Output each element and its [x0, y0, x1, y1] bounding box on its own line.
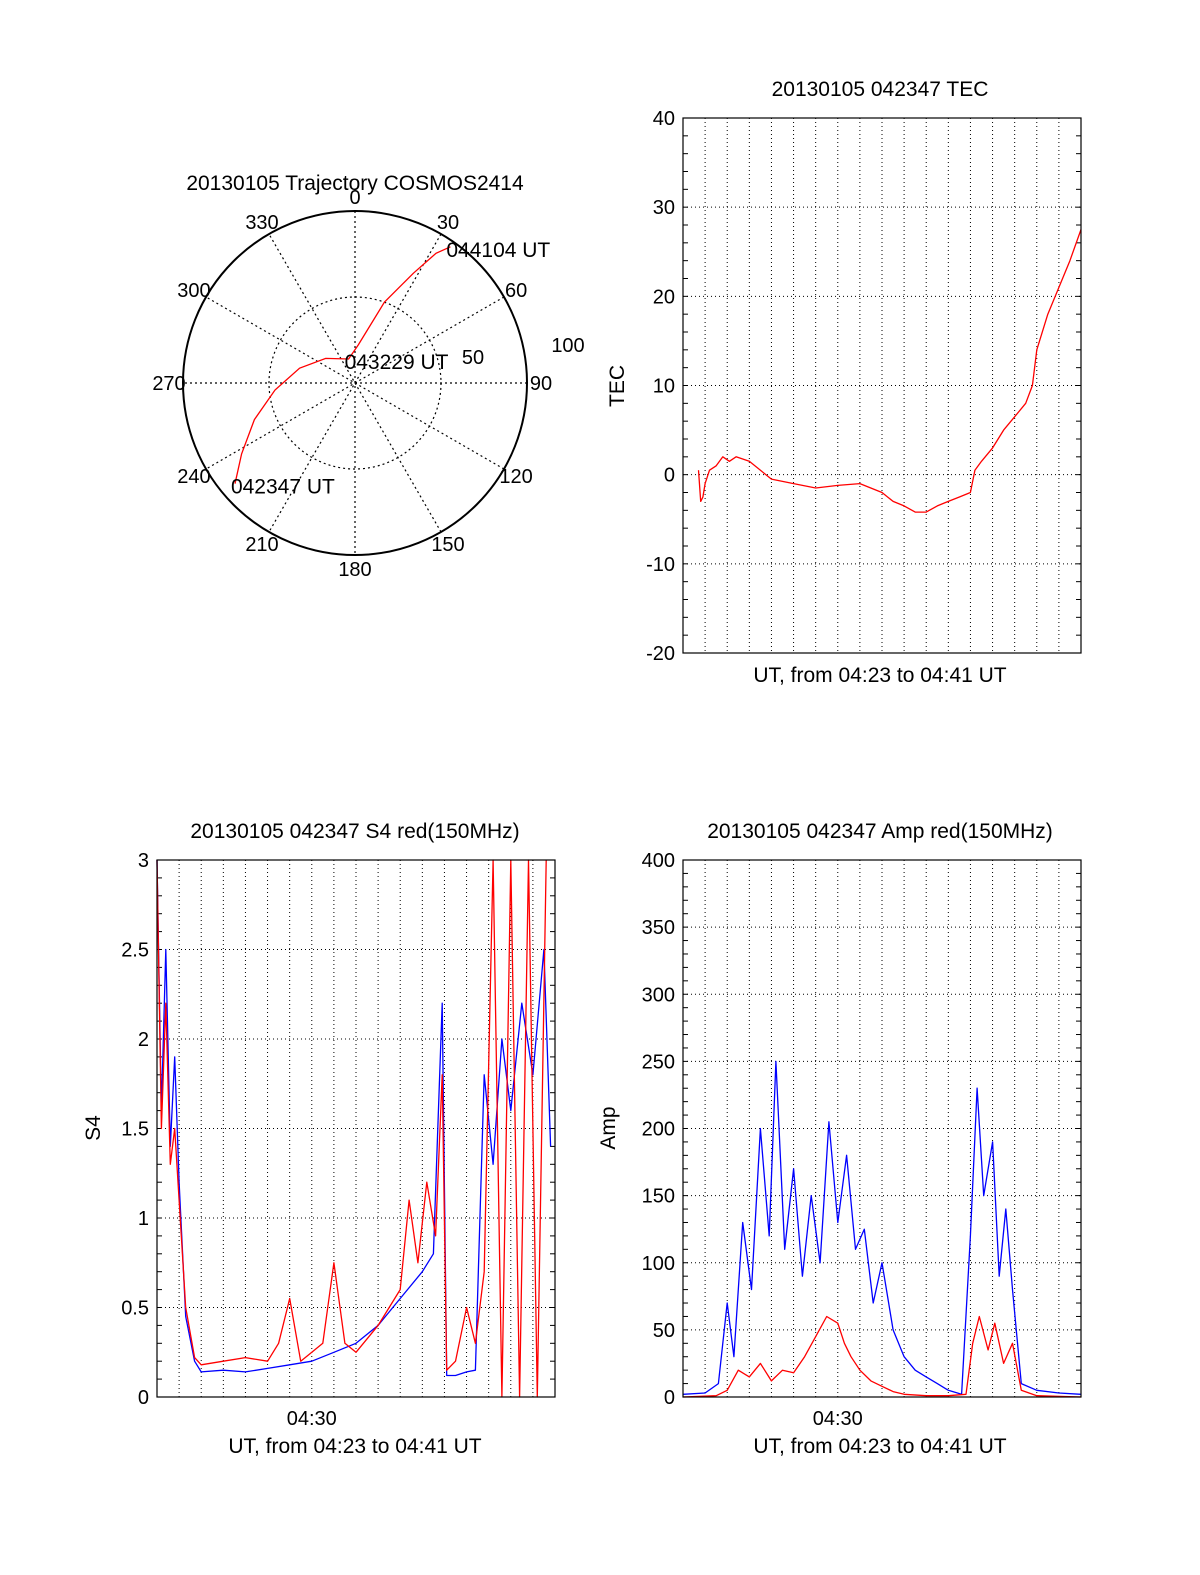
azimuth-label: 30: [437, 212, 459, 234]
azimuth-label: 180: [338, 559, 371, 581]
y-tick-label: 20: [653, 286, 675, 308]
y-tick-label: 350: [642, 917, 675, 939]
series-line: [697, 229, 1082, 513]
y-tick-label: 3: [138, 850, 149, 872]
azimuth-label: 270: [152, 373, 185, 395]
tec-xlabel: UT, from 04:23 to 04:41 UT: [753, 664, 1006, 687]
amp-xlabel: UT, from 04:23 to 04:41 UT: [753, 1435, 1006, 1458]
tec-plot-frame: [682, 117, 1082, 654]
amp-plot-frame: [682, 859, 1082, 1398]
azimuth-label: 60: [505, 280, 527, 302]
y-tick-label: 1: [138, 1208, 149, 1230]
y-tick-label: 150: [642, 1186, 675, 1208]
amp-title: 20130105 042347 Amp red(150MHz): [707, 820, 1053, 843]
trajectory-time-annotation: 044104 UT: [446, 239, 550, 262]
y-tick-label: 200: [642, 1119, 675, 1141]
azimuth-label: 150: [431, 534, 464, 556]
y-tick-label: 2: [138, 1029, 149, 1051]
y-tick-label: 2.5: [121, 940, 149, 962]
y-tick-label: 0: [664, 1387, 675, 1409]
y-tick-label: 0: [664, 465, 675, 487]
s4-plot-frame: [156, 859, 556, 1398]
radius-label: 100: [551, 335, 584, 357]
s4-panel: 20130105 042347 S4 red(150MHz) 0 0.5 1 1.5 2…: [82, 820, 556, 1458]
trajectory-title: 20130105 Trajectory COSMOS2414: [186, 172, 524, 195]
azimuth-label: 90: [530, 373, 552, 395]
y-tick-label: 30: [653, 197, 675, 219]
y-tick-label: 100: [642, 1253, 675, 1275]
s4-title: 20130105 042347 S4 red(150MHz): [190, 820, 519, 843]
tec-panel: 20130105 042347 TEC -20 -10 0 10 20 30 40 UT, …: [606, 78, 1082, 687]
polar-spoke: [268, 233, 442, 533]
y-tick-label: 0.5: [121, 1298, 149, 1320]
trajectory-trace: [234, 246, 451, 484]
azimuth-label: 210: [245, 534, 278, 556]
azimuth-label: 300: [177, 280, 210, 302]
trajectory-time-annotation: 043229 UT: [345, 351, 449, 374]
y-tick-label: 10: [653, 376, 675, 398]
y-tick-label: 400: [642, 850, 675, 872]
y-tick-label: 50: [653, 1320, 675, 1342]
trajectory-time-annotation: 042347 UT: [231, 476, 335, 499]
series-line: [156, 859, 547, 1398]
trajectory-polar-panel: 20130105 Trajectory COSMOS2414 0 30 60 90 12…: [152, 172, 584, 581]
azimuth-label: 0: [349, 187, 360, 209]
s4-xlabel: UT, from 04:23 to 04:41 UT: [228, 1435, 481, 1458]
tec-ylabel: TEC: [606, 365, 629, 407]
y-tick-label: 1.5: [121, 1119, 149, 1141]
s4-ylabel: S4: [82, 1115, 105, 1141]
x-tick-label: 04:30: [287, 1408, 337, 1430]
azimuth-label: 330: [245, 212, 278, 234]
amp-ylabel: Amp: [597, 1106, 620, 1149]
tec-title: 20130105 042347 TEC: [772, 78, 989, 101]
azimuth-label: 240: [177, 466, 210, 488]
y-tick-label: 40: [653, 108, 675, 130]
azimuth-label: 120: [499, 466, 532, 488]
radius-label: 50: [462, 347, 484, 369]
x-tick-label: 04:30: [813, 1408, 863, 1430]
amp-panel: 20130105 042347 Amp red(150MHz) 0 50 100 15…: [597, 820, 1082, 1458]
series-line: [682, 1060, 1082, 1395]
y-tick-label: 300: [642, 984, 675, 1006]
y-tick-label: 0: [138, 1387, 149, 1409]
y-tick-label: 250: [642, 1051, 675, 1073]
series-line: [682, 1315, 1082, 1398]
y-tick-label: -20: [646, 643, 675, 665]
y-tick-label: -10: [646, 554, 675, 576]
